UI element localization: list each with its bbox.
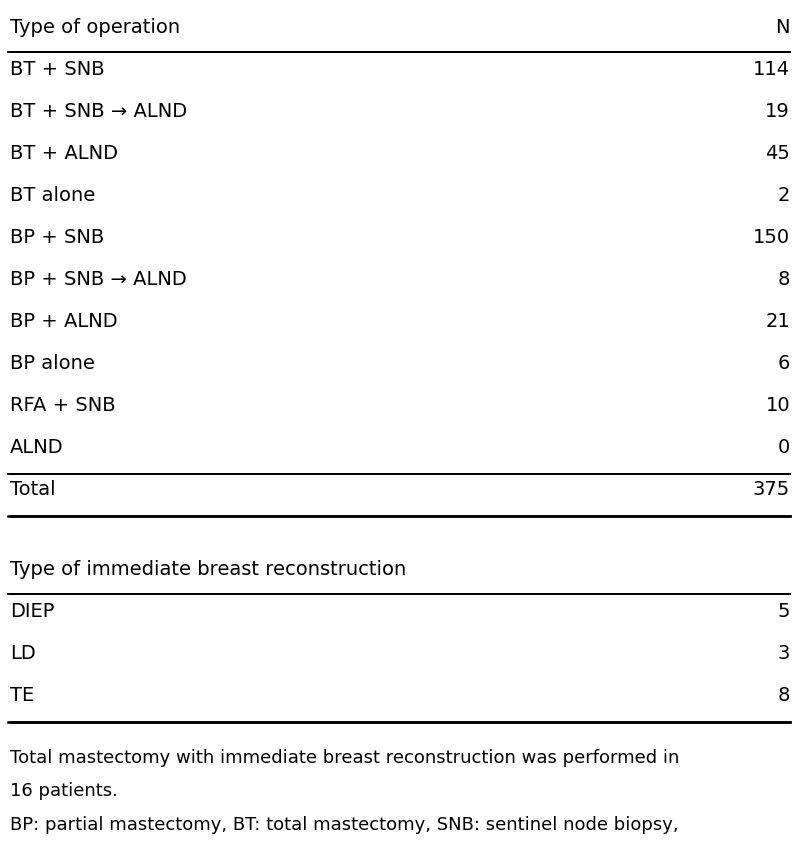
Text: 114: 114 bbox=[753, 60, 790, 79]
Text: 3: 3 bbox=[778, 643, 790, 663]
Text: RFA + SNB: RFA + SNB bbox=[10, 396, 116, 415]
Text: Total: Total bbox=[10, 480, 56, 499]
Text: BT + SNB: BT + SNB bbox=[10, 60, 105, 79]
Text: BP alone: BP alone bbox=[10, 354, 95, 373]
Text: LD: LD bbox=[10, 643, 36, 663]
Text: 16 patients.: 16 patients. bbox=[10, 782, 118, 801]
Text: BT + SNB → ALND: BT + SNB → ALND bbox=[10, 102, 187, 121]
Text: 21: 21 bbox=[766, 312, 790, 331]
Text: Type of operation: Type of operation bbox=[10, 18, 180, 37]
Text: 10: 10 bbox=[766, 396, 790, 415]
Text: 2: 2 bbox=[778, 186, 790, 205]
Text: DIEP: DIEP bbox=[10, 602, 54, 620]
Text: 375: 375 bbox=[753, 480, 790, 499]
Text: 8: 8 bbox=[778, 686, 790, 705]
Text: TE: TE bbox=[10, 686, 34, 705]
Text: 0: 0 bbox=[778, 438, 790, 457]
Text: 45: 45 bbox=[765, 144, 790, 163]
Text: BP + SNB: BP + SNB bbox=[10, 228, 104, 247]
Text: N: N bbox=[775, 18, 790, 37]
Text: BP + SNB → ALND: BP + SNB → ALND bbox=[10, 270, 186, 289]
Text: 8: 8 bbox=[778, 270, 790, 289]
Text: 150: 150 bbox=[753, 228, 790, 247]
Text: BT alone: BT alone bbox=[10, 186, 95, 205]
Text: Type of immediate breast reconstruction: Type of immediate breast reconstruction bbox=[10, 560, 406, 579]
Text: BT + ALND: BT + ALND bbox=[10, 144, 118, 163]
Text: Total mastectomy with immediate breast reconstruction was performed in: Total mastectomy with immediate breast r… bbox=[10, 749, 679, 767]
Text: 6: 6 bbox=[778, 354, 790, 373]
Text: ALND: ALND bbox=[10, 438, 64, 457]
Text: BP + ALND: BP + ALND bbox=[10, 312, 118, 331]
Text: 19: 19 bbox=[766, 102, 790, 121]
Text: 5: 5 bbox=[778, 602, 790, 620]
Text: BP: partial mastectomy, BT: total mastectomy, SNB: sentinel node biopsy,: BP: partial mastectomy, BT: total mastec… bbox=[10, 816, 678, 834]
